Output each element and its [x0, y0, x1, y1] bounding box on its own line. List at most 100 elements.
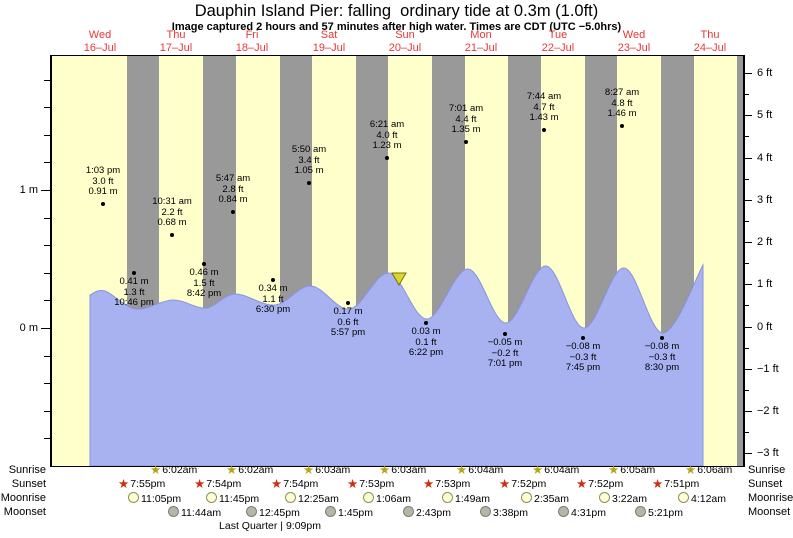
astro-event-time: 11:45pm [219, 493, 260, 505]
sunrise-star-icon: ★ [226, 463, 238, 477]
astro-event-time: 7:51pm [664, 478, 700, 490]
tide-dot [660, 336, 664, 340]
tide-dot [620, 124, 624, 128]
moonset-circle-icon [480, 506, 491, 517]
low-tide-annotation-line: 8:42 pm [186, 288, 222, 299]
astro-row-label-right-sunset: Sunset [748, 478, 783, 490]
astro-event-time: 7:55pm [130, 478, 166, 490]
astro-event-time: 1:06am [376, 493, 412, 505]
sunset-star-event: ★7:54pm [194, 478, 241, 491]
day-label-line: 24–Jul [693, 41, 727, 54]
left-axis-tick [44, 245, 50, 246]
astro-event-time: 6:04am [468, 464, 504, 476]
moonrise-circle-event: 2:35am [521, 492, 569, 506]
low-tide-annotation-line: 0.03 m [411, 326, 441, 337]
right-axis-tick [743, 115, 752, 116]
astro-event-time: 2:43pm [416, 507, 452, 519]
astro-row-label-right-moonset: Moonset [748, 506, 791, 518]
day-label-line: Thu [166, 29, 186, 41]
sunset-star-icon: ★ [652, 477, 664, 491]
day-label-line: Tue [548, 29, 568, 41]
low-tide-annotation-line: 1.3 ft [123, 286, 145, 298]
low-tide-annotation-line: 5:57 pm [330, 327, 366, 338]
low-tide-annotation-line: −0.2 ft [491, 347, 519, 359]
sunrise-star-icon: ★ [532, 463, 544, 477]
high-tide-annotation: 10:31 am 2.2 ft 0.68 m [152, 196, 192, 229]
astro-row-label-left-sunset: Sunset [11, 478, 46, 490]
day-label-line: 17–Jul [159, 41, 193, 54]
left-axis-tick [44, 383, 50, 384]
moonrise-circle-event: 3:22am [599, 492, 647, 506]
low-tide-annotation-line: 0.46 m [189, 267, 219, 278]
right-axis-label: 5 ft [757, 109, 773, 121]
moonrise-circle-event: 11:45pm [206, 492, 259, 506]
astro-event-time: 11:44am [181, 507, 222, 519]
astro-event-time: 5:21pm [648, 507, 684, 519]
sunrise-star-icon: ★ [150, 463, 162, 477]
day-label-line: 16–Jul [83, 41, 117, 54]
high-tide-annotation: 5:47 am 2.8 ft 0.84 m [216, 173, 250, 206]
high-tide-annotation-line: 10:31 am [152, 196, 192, 207]
astro-event-time: 6:05am [620, 464, 656, 476]
high-tide-annotation-line: 5:50 am [291, 144, 327, 155]
astro-row-label-left-moonrise: Moonrise [0, 492, 46, 504]
sunset-star-event: ★7:53pm [423, 478, 470, 491]
low-tide-annotation: −0.08 m −0.3 ft 8:30 pm [644, 341, 680, 374]
day-label: Sat 19–Jul [313, 29, 345, 54]
sunset-star-event: ★7:52pm [576, 478, 623, 491]
astro-event-time: 12:45pm [259, 507, 300, 519]
sunrise-star-event: ★6:02am [226, 464, 273, 477]
tide-dot [424, 321, 428, 325]
day-label: Sun 20–Jul [389, 29, 421, 54]
tide-dot [346, 301, 350, 305]
high-tide-annotation-line: 4.4 ft [455, 113, 477, 125]
astro-row-label-left-sunrise: Sunrise [8, 464, 46, 476]
low-tide-annotation-line: −0.08 m [644, 341, 680, 352]
low-tide-annotation: 0.41 m 1.3 ft 10:46 pm [114, 276, 154, 309]
moonset-circle-icon [558, 506, 569, 517]
high-tide-annotation: 7:01 am 4.4 ft 1.35 m [448, 103, 484, 136]
tide-curve-svg [89, 263, 704, 466]
moonset-circle-event: 5:21pm [635, 506, 683, 520]
left-axis-tick [44, 411, 50, 412]
high-tide-annotation-line: 7:01 am [448, 103, 484, 114]
sunset-star-event: ★7:51pm [652, 478, 699, 491]
page-subtitle: Image captured 2 hours and 57 minutes af… [171, 21, 622, 33]
high-tide-annotation-line: 4.7 ft [533, 101, 555, 113]
high-tide-annotation: 7:44 am 4.7 ft 1.43 m [527, 91, 561, 124]
tide-dot [271, 278, 275, 282]
moonrise-circle-icon [128, 492, 139, 503]
tide-dot [385, 156, 389, 160]
low-tide-annotation-line: 0.1 ft [415, 336, 437, 348]
right-axis-label: 3 ft [757, 194, 773, 206]
right-axis-tick [743, 390, 749, 391]
low-tide-annotation: 0.03 m 0.1 ft 6:22 pm [409, 326, 443, 359]
high-tide-annotation-line: 6:21 am [369, 119, 405, 130]
high-tide-annotation-line: 0.84 m [218, 194, 248, 205]
right-axis-tick [743, 348, 749, 349]
sunset-star-icon: ★ [271, 477, 283, 491]
sunrise-star-icon: ★ [608, 463, 620, 477]
sunset-star-event: ★7:53pm [347, 478, 394, 491]
moonset-circle-event: 3:38pm [480, 506, 528, 520]
day-label-line: Thu [700, 29, 720, 41]
high-tide-annotation-line: 3.0 ft [92, 175, 114, 187]
day-label-line: 20–Jul [388, 41, 422, 54]
right-axis-label: −2 ft [757, 405, 779, 417]
low-tide-annotation-line: 6:30 pm [255, 304, 291, 315]
low-tide-annotation-line: −0.08 m [565, 341, 601, 352]
right-axis-tick [743, 411, 752, 412]
page-title: Dauphin Island Pier: falling ordinary ti… [194, 2, 599, 20]
left-axis-tick [44, 80, 50, 81]
moonrise-circle-event: 1:49am [442, 492, 490, 506]
astro-event-time: 7:54pm [206, 478, 242, 490]
day-label: Fri 18–Jul [236, 29, 268, 54]
sunrise-star-event: ★6:03am [379, 464, 426, 477]
astro-event-time: 11:05pm [141, 493, 182, 505]
right-axis-label: 0 ft [757, 321, 773, 333]
tide-dot [231, 210, 235, 214]
right-axis-tick [743, 453, 752, 454]
astro-event-time: 12:25am [298, 493, 339, 505]
tide-dot [464, 140, 468, 144]
high-tide-annotation-line: 4.8 ft [611, 97, 633, 109]
